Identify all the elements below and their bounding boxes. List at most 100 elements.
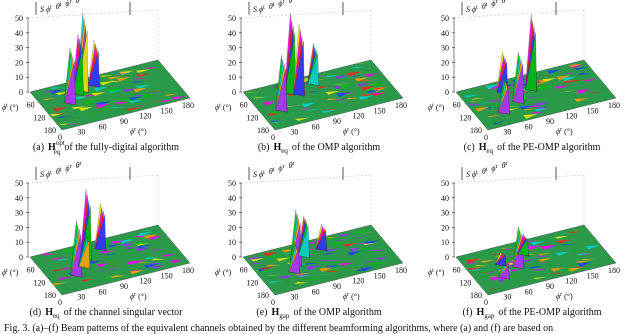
label-part: t [60, 167, 62, 173]
surface-patch [321, 109, 336, 114]
surface-patch [124, 258, 139, 260]
surface-patch [136, 73, 151, 77]
surface-patch [316, 85, 331, 89]
label-part: ϕ [130, 127, 134, 136]
label-part: ϕ [259, 170, 263, 179]
surface-patch [474, 265, 489, 267]
phi-r-tick-label: 0 [271, 298, 275, 307]
phi-t-tick-label: 60 [240, 101, 248, 110]
surface-patch [577, 252, 592, 256]
surface-patch [87, 112, 102, 115]
z-tick-label: 20 [441, 58, 449, 67]
surface-patch [342, 242, 358, 247]
label-part: t [432, 103, 434, 109]
surface-patch [480, 259, 495, 263]
surface-patch [107, 268, 123, 271]
surface-patch [82, 276, 98, 279]
surface-patch [325, 74, 340, 78]
label-part: t [6, 268, 8, 274]
surface-patch [558, 233, 574, 235]
surface-patch [353, 236, 368, 239]
label-part: of the OMP algorithm [292, 142, 380, 153]
phi-r-label: ϕr (°) [343, 127, 360, 136]
surface-patch [151, 83, 166, 85]
surface-patch [528, 265, 543, 269]
phi-r-tick-label: 90 [333, 282, 341, 291]
phi-r-tick-label: 60 [99, 122, 107, 131]
label-part: (°) [10, 103, 19, 112]
surface-patch [334, 75, 350, 80]
label-part: S [40, 170, 44, 179]
z-tick-label: 0 [232, 88, 236, 97]
surface-patch [151, 258, 166, 261]
surface-patch [107, 244, 122, 248]
phi-r-tick-label: 120 [352, 112, 364, 121]
label-part: opt [56, 139, 65, 147]
label-part: r [283, 164, 285, 170]
label-part: (°) [351, 292, 360, 301]
phi-r-tick-label: 90 [333, 117, 341, 126]
surface-patch [138, 262, 153, 264]
phi-r-tick-label: 30 [503, 128, 511, 137]
phi-t-tick-label: 120 [33, 113, 45, 122]
label-part: θ [269, 2, 273, 11]
back-edge [27, 9, 159, 19]
phi-r-label: ϕr (°) [556, 292, 573, 301]
label-part: gap [279, 312, 290, 320]
phi-r-tick-label: 90 [546, 282, 554, 291]
surface-patch [130, 106, 146, 110]
surface-patch [71, 106, 86, 110]
z-tick-label: 0 [232, 253, 236, 262]
surface-patch [580, 258, 596, 261]
label-part: θ [502, 161, 506, 170]
surface-patch [74, 95, 90, 100]
surface-patch [128, 269, 144, 272]
label-part: t [60, 2, 62, 8]
surface-patch [338, 101, 354, 103]
surface-patch [135, 247, 151, 252]
panel-caption: (e) Hgap of the OMP algorithm [256, 307, 381, 320]
surface-patch [351, 67, 366, 69]
label-part: of the channel singular vector [64, 307, 184, 318]
label-part: ϕ [46, 170, 50, 179]
surface-patch [469, 100, 484, 103]
label-part: r [80, 0, 82, 2]
surface-patch [480, 270, 496, 275]
surface-patch [488, 100, 503, 102]
surface-patch [108, 265, 124, 267]
surface-patch [567, 231, 582, 234]
phi-t-label: ϕt (°) [428, 103, 445, 112]
label-part: r [70, 164, 72, 170]
phi-r-tick-label: 150 [161, 106, 173, 115]
surface-patch [319, 259, 335, 262]
surface-patch [577, 262, 592, 267]
surface-patch [550, 267, 566, 272]
surface-patch [121, 242, 137, 247]
surface-patch [490, 121, 505, 125]
surface-patch [574, 97, 589, 102]
surface-patch [568, 63, 583, 68]
surface-patch [306, 265, 321, 271]
surface-patch [260, 270, 275, 273]
surface-patch [78, 106, 93, 112]
surface-patch [358, 95, 373, 101]
surface-patch [99, 250, 115, 254]
surface-patch [49, 89, 64, 95]
surface-patch [523, 113, 538, 119]
label-part: θ [269, 167, 273, 176]
surface-patch [556, 239, 572, 244]
label-part: ϕ [556, 127, 560, 136]
surface-patch [110, 106, 126, 109]
label-part: H [271, 307, 279, 318]
surface-patch [99, 74, 114, 78]
label-part: of the OMP algorithm [293, 307, 381, 318]
surface-patch [356, 83, 372, 87]
surface-patch [297, 274, 312, 278]
surface-patch [138, 231, 154, 235]
label-part: ϕ [259, 5, 263, 14]
surface-patch [161, 253, 177, 257]
